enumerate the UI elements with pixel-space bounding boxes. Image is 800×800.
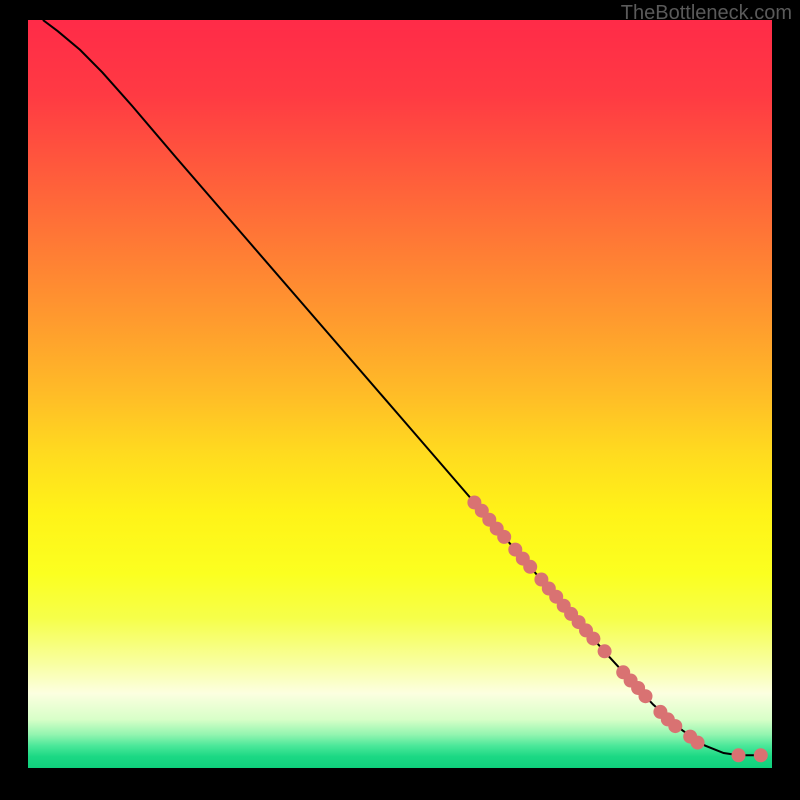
plot-area [28, 20, 772, 768]
gradient-background [28, 20, 772, 768]
attribution-text: TheBottleneck.com [621, 2, 792, 25]
